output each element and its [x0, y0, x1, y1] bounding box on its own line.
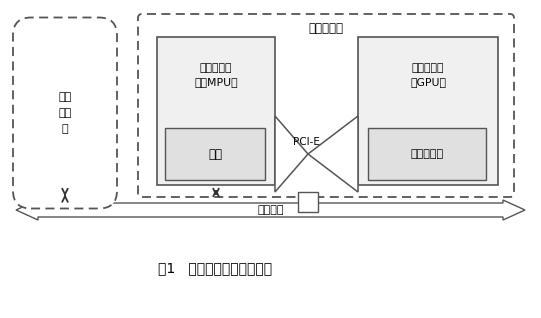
Polygon shape: [275, 116, 308, 192]
FancyBboxPatch shape: [13, 17, 117, 209]
Text: 主控
处理
机: 主控 处理 机: [58, 92, 71, 135]
Text: 高速总线: 高速总线: [258, 205, 284, 215]
Text: 图1   众核处理机逻辑结构图: 图1 众核处理机逻辑结构图: [158, 261, 272, 275]
Text: 众核处理机: 众核处理机: [308, 22, 344, 34]
Bar: [157, 37, 275, 185]
Text: 众核控制单
元（MPU）: 众核控制单 元（MPU）: [194, 63, 238, 87]
Text: 主存: 主存: [208, 148, 222, 161]
Text: 众核存储区: 众核存储区: [411, 149, 444, 159]
Text: PCI-E: PCI-E: [293, 137, 319, 147]
Polygon shape: [16, 200, 525, 220]
Bar: [358, 37, 498, 185]
FancyBboxPatch shape: [138, 14, 514, 197]
Bar: [165, 128, 265, 180]
Bar: [298, 192, 318, 212]
Bar: [368, 128, 486, 180]
Polygon shape: [308, 116, 358, 192]
Text: 众核处理器
（GPU）: 众核处理器 （GPU）: [410, 63, 446, 87]
